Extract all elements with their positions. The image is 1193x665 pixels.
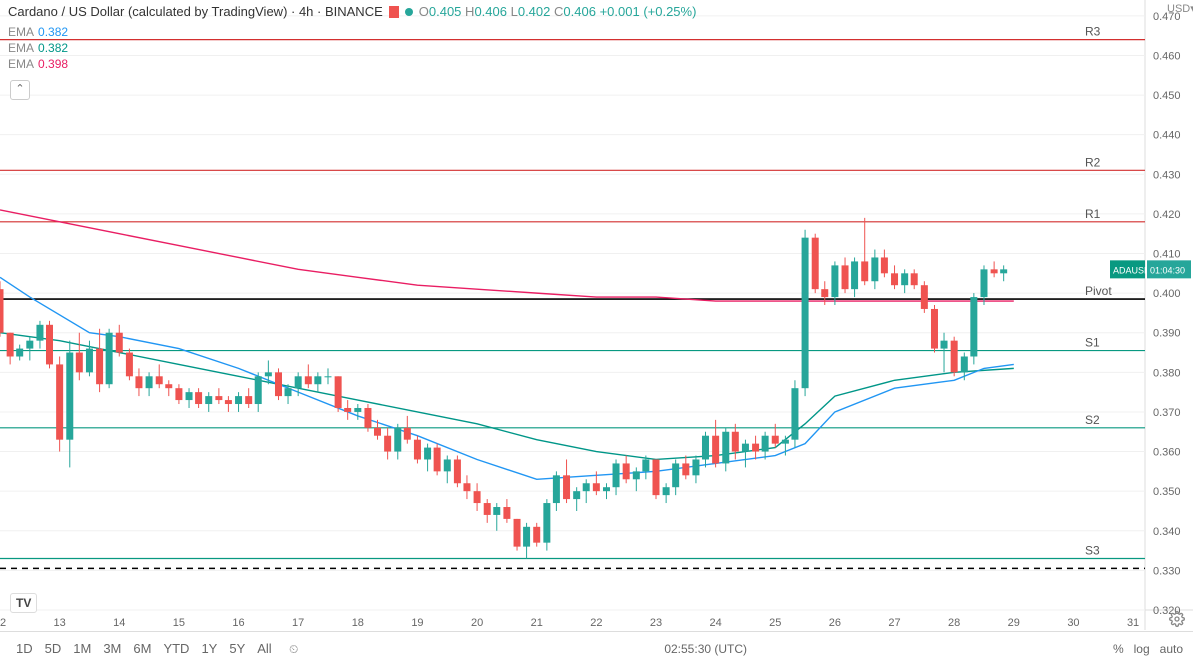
svg-text:0.390: 0.390 (1153, 328, 1181, 340)
svg-text:19: 19 (411, 617, 423, 629)
scale-log[interactable]: log (1134, 642, 1150, 656)
svg-text:Pivot: Pivot (1085, 284, 1112, 298)
svg-text:ADAUSD: ADAUSD (1113, 265, 1151, 275)
interval-1y[interactable]: 1Y (195, 637, 223, 660)
ohlc-readout: O0.405 H0.406 L0.402 C0.406 +0.001 (+0.2… (419, 4, 697, 19)
svg-text:27: 27 (888, 617, 900, 629)
svg-text:30: 30 (1067, 617, 1079, 629)
price-chart[interactable]: USD▾0.3200.3300.3400.3500.3600.3700.3800… (0, 0, 1193, 631)
svg-text:0.400: 0.400 (1153, 288, 1181, 300)
scale-auto[interactable]: auto (1160, 642, 1183, 656)
svg-text:01:04:30: 01:04:30 (1150, 265, 1185, 275)
svg-text:29: 29 (1008, 617, 1020, 629)
svg-text:18: 18 (352, 617, 364, 629)
tradingview-logo: TV (10, 593, 37, 613)
svg-text:25: 25 (769, 617, 781, 629)
svg-text:S3: S3 (1085, 544, 1100, 558)
calendar-icon[interactable]: ⏲ (286, 642, 299, 656)
interval-5y[interactable]: 5Y (223, 637, 251, 660)
indicator-legend: EMA 0.382EMA 0.382EMA 0.398 (8, 24, 68, 72)
svg-text:0.340: 0.340 (1153, 526, 1181, 538)
session-dot-icon (405, 8, 413, 16)
svg-text:0.370: 0.370 (1153, 407, 1181, 419)
interval-6m[interactable]: 6M (127, 637, 157, 660)
svg-text:0.430: 0.430 (1153, 169, 1181, 181)
svg-text:28: 28 (948, 617, 960, 629)
svg-text:R3: R3 (1085, 25, 1101, 39)
svg-text:0.360: 0.360 (1153, 447, 1181, 459)
symbol-title: Cardano / US Dollar (calculated by Tradi… (8, 4, 383, 19)
svg-text:26: 26 (829, 617, 841, 629)
svg-text:22: 22 (590, 617, 602, 629)
svg-text:0.410: 0.410 (1153, 249, 1181, 261)
svg-text:14: 14 (113, 617, 125, 629)
scale-controls: % logauto (1113, 642, 1183, 656)
interval-1d[interactable]: 1D (10, 637, 39, 660)
svg-text:20: 20 (471, 617, 483, 629)
svg-text:15: 15 (173, 617, 185, 629)
svg-text:12: 12 (0, 617, 6, 629)
interval-3m[interactable]: 3M (97, 637, 127, 660)
header-marker-icon (389, 6, 399, 18)
svg-text:23: 23 (650, 617, 662, 629)
svg-text:0.350: 0.350 (1153, 486, 1181, 498)
interval-5d[interactable]: 5D (39, 637, 68, 660)
svg-text:31: 31 (1127, 617, 1139, 629)
expand-button[interactable]: ⌃ (10, 80, 30, 100)
interval-1m[interactable]: 1M (67, 637, 97, 660)
svg-text:S2: S2 (1085, 413, 1100, 427)
svg-text:24: 24 (710, 617, 722, 629)
chart-container: Cardano / US Dollar (calculated by Tradi… (0, 0, 1193, 665)
svg-text:0.380: 0.380 (1153, 367, 1181, 379)
interval-all[interactable]: All (251, 637, 277, 660)
scale-%[interactable]: % (1113, 642, 1124, 656)
svg-text:0.420: 0.420 (1153, 209, 1181, 221)
svg-text:S1: S1 (1085, 336, 1100, 350)
interval-buttons: 1D5D1M3M6MYTD1Y5YAll ⏲ (10, 637, 298, 660)
clock-readout: 02:55:30 (UTC) (664, 642, 747, 656)
svg-text:21: 21 (531, 617, 543, 629)
svg-text:R1: R1 (1085, 207, 1101, 221)
svg-text:R2: R2 (1085, 155, 1101, 169)
svg-text:0.450: 0.450 (1153, 90, 1181, 102)
symbol-header: Cardano / US Dollar (calculated by Tradi… (8, 4, 696, 19)
svg-text:0.330: 0.330 (1153, 565, 1181, 577)
settings-gear-icon[interactable] (1169, 611, 1185, 627)
svg-text:0.470: 0.470 (1153, 11, 1181, 23)
svg-text:16: 16 (232, 617, 244, 629)
svg-text:13: 13 (54, 617, 66, 629)
interval-ytd[interactable]: YTD (157, 637, 195, 660)
svg-text:0.440: 0.440 (1153, 130, 1181, 142)
svg-text:0.460: 0.460 (1153, 50, 1181, 62)
bottom-toolbar: 1D5D1M3M6MYTD1Y5YAll ⏲ 02:55:30 (UTC) % l… (0, 631, 1193, 665)
svg-text:17: 17 (292, 617, 304, 629)
